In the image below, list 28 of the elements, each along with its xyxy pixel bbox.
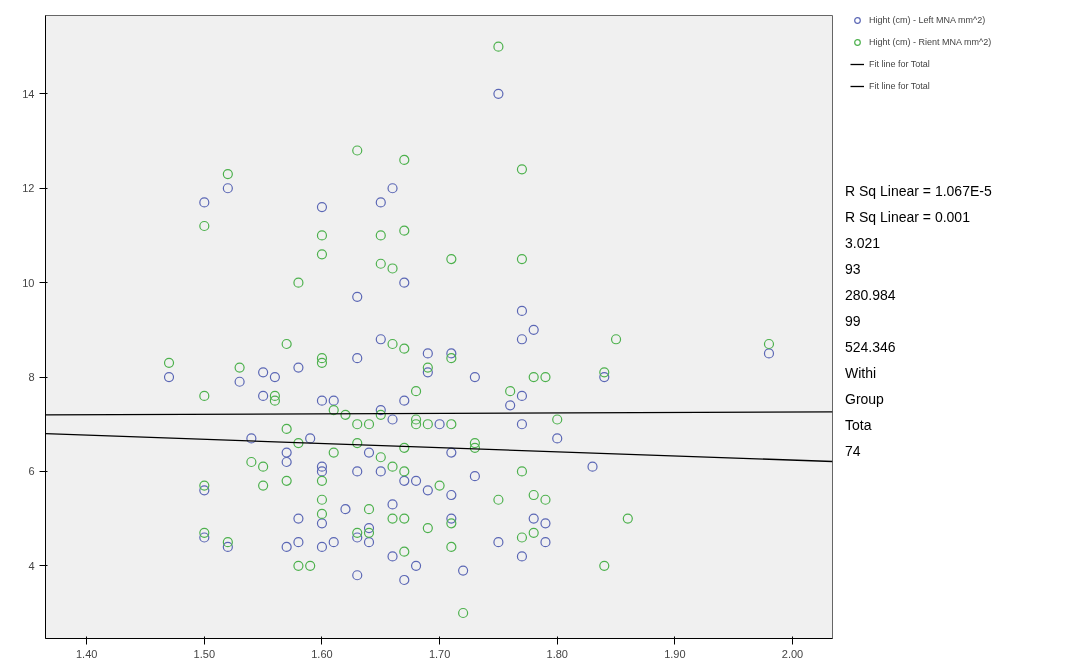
text: Group (845, 390, 885, 409)
text: Tota (845, 416, 873, 435)
text: 280.984 (845, 286, 897, 305)
y-tick-label: 12 (22, 182, 35, 195)
x-tick-label: 1.50 (193, 647, 216, 660)
x-tick-label: 1.40 (75, 647, 98, 660)
text: R Sq Linear = 1.067E-5 (845, 182, 992, 201)
x-tick-label: 1.80 (546, 647, 568, 660)
y-tick-label: 10 (22, 276, 35, 289)
x-tick-label: 1.60 (311, 647, 333, 660)
text: 524.346 (845, 338, 897, 357)
text: Withi (845, 364, 878, 383)
x-tick-label: 1.90 (664, 647, 686, 660)
text: 3.021 (845, 234, 882, 253)
x-tick-label: 1.70 (428, 647, 451, 660)
text: R Sq Linear = 0.001 (845, 208, 971, 227)
legend-label: Hight (cm) - Left MNA mm^2) (869, 15, 986, 25)
y-tick-label: 8 (28, 371, 35, 384)
legend-label: Hight (cm) - Rient MNA mm^2) (869, 37, 992, 47)
y-tick-label: 4 (28, 559, 35, 572)
text: 74 (845, 442, 862, 461)
y-tick-label: 14 (22, 87, 35, 100)
x-tick-label: 2.00 (781, 647, 804, 660)
legend-label: Fit line for Total (869, 81, 930, 91)
y-tick-label: 6 (28, 465, 35, 478)
legend-label: Fit line for Total (869, 59, 930, 69)
text: 93 (845, 260, 862, 279)
text: 99 (845, 312, 862, 331)
